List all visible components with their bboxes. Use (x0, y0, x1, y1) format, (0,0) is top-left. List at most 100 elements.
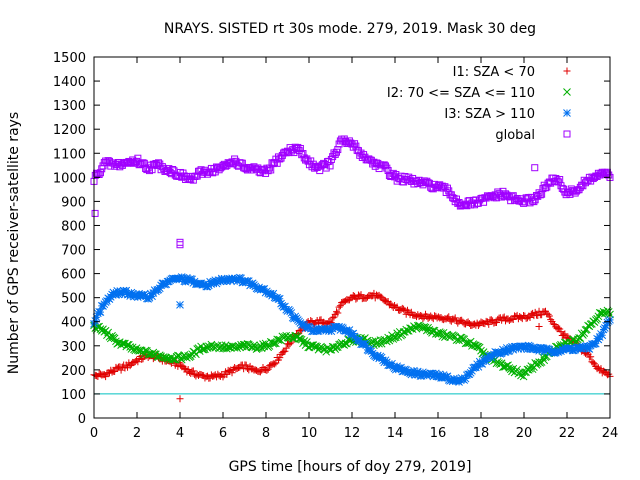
data-point (431, 369, 440, 378)
data-point (128, 289, 137, 298)
data-point (269, 289, 278, 298)
data-point (519, 372, 528, 381)
data-point-outlier (91, 209, 99, 217)
x-tick-label: 4 (176, 426, 184, 441)
y-tick-label: 1200 (53, 123, 86, 138)
data-point (334, 309, 342, 317)
legend-marker (563, 109, 571, 117)
data-point (255, 283, 263, 292)
data-point (139, 355, 147, 363)
data-point (539, 344, 547, 352)
data-point (497, 349, 506, 358)
legend-label: I2: 70 <= SZA <= 110 (387, 86, 535, 101)
data-point (96, 308, 105, 316)
data-point (342, 326, 351, 335)
data-point (412, 369, 421, 378)
data-point (383, 164, 391, 172)
data-point (112, 291, 120, 299)
data-point (327, 319, 335, 327)
x-tick-label: 6 (219, 426, 227, 441)
data-point (381, 356, 390, 365)
y-tick-label: 800 (61, 219, 86, 234)
data-point (557, 328, 565, 336)
data-point (168, 355, 177, 364)
data-point (211, 276, 220, 285)
data-point (400, 305, 408, 313)
data-point (540, 347, 549, 356)
data-point (387, 300, 395, 308)
data-point (424, 323, 432, 332)
data-point (282, 344, 290, 352)
data-point (277, 299, 285, 308)
data-point (103, 297, 111, 305)
data-point (180, 364, 188, 372)
data-point (554, 324, 562, 332)
data-point (92, 313, 101, 322)
data-point (545, 345, 554, 354)
data-point (145, 293, 154, 302)
data-point (399, 367, 408, 376)
data-point (226, 276, 235, 285)
data-point (590, 318, 599, 327)
data-point (102, 373, 110, 381)
data-point (271, 360, 279, 368)
data-point (155, 284, 164, 293)
data-point (181, 277, 190, 286)
data-point (439, 371, 448, 379)
legend-label: global (495, 128, 535, 143)
data-point (373, 351, 382, 360)
data-point (299, 150, 307, 158)
data-point (149, 289, 158, 297)
data-point (458, 316, 466, 324)
data-point (501, 348, 510, 356)
data-point (395, 364, 404, 373)
data-point (122, 286, 131, 295)
series-3 (90, 135, 614, 249)
data-point (468, 366, 476, 375)
data-point (287, 309, 296, 317)
data-point (522, 342, 531, 351)
x-tick-label: 18 (473, 426, 490, 441)
y-tick-label: 1100 (53, 147, 86, 162)
x-tick-label: 14 (387, 426, 404, 441)
data-point (456, 333, 465, 342)
data-point (591, 339, 600, 348)
x-tick-label: 8 (262, 426, 270, 441)
y-tick-label: 1000 (53, 171, 86, 186)
data-point (483, 354, 492, 362)
data-point (492, 319, 500, 327)
data-point (118, 339, 127, 348)
data-point (275, 294, 284, 303)
data-point (179, 274, 187, 282)
legend-marker (563, 130, 571, 138)
data-point (482, 357, 491, 366)
data-point (281, 347, 289, 355)
data-point (268, 291, 276, 300)
data-point (148, 292, 156, 301)
data-point (117, 287, 125, 296)
data-point (505, 347, 514, 355)
data-point (456, 376, 465, 384)
y-tick-label: 900 (61, 195, 86, 210)
data-point (280, 348, 288, 356)
x-tick-label: 16 (430, 426, 447, 441)
data-point (345, 326, 354, 334)
data-point (326, 318, 334, 326)
data-point (327, 327, 336, 336)
data-point (377, 353, 386, 362)
x-axis-title: GPS time [hours of doy 279, 2019] (229, 459, 472, 475)
data-point (217, 274, 226, 283)
data-point (335, 303, 343, 311)
data-point (259, 340, 267, 349)
data-point (349, 329, 358, 338)
data-point (464, 318, 472, 326)
data-point (237, 274, 245, 283)
data-point (397, 363, 405, 372)
data-point (367, 347, 376, 356)
data-point (300, 337, 309, 345)
data-point-outlier (531, 164, 539, 172)
x-tick-label: 22 (559, 426, 576, 441)
data-point (261, 339, 270, 348)
data-point (155, 159, 162, 167)
